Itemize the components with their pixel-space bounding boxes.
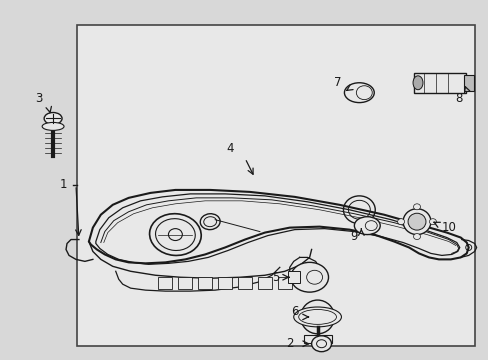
FancyBboxPatch shape — [303, 335, 331, 343]
Ellipse shape — [311, 336, 331, 352]
FancyBboxPatch shape — [463, 75, 473, 91]
Text: 10: 10 — [441, 221, 455, 234]
Text: 8: 8 — [454, 92, 462, 105]
Ellipse shape — [344, 83, 373, 103]
Text: 5: 5 — [272, 271, 279, 284]
Text: 3: 3 — [36, 92, 43, 105]
Ellipse shape — [413, 204, 420, 210]
Ellipse shape — [412, 76, 422, 90]
FancyBboxPatch shape — [413, 73, 465, 93]
Bar — [178, 277, 192, 289]
Bar — [77, 24, 474, 346]
Ellipse shape — [44, 113, 62, 125]
Text: 1: 1 — [59, 179, 67, 192]
Ellipse shape — [407, 213, 425, 230]
Bar — [257, 277, 271, 289]
Text: 7: 7 — [333, 76, 341, 89]
Bar — [238, 277, 251, 289]
Bar — [218, 277, 232, 289]
Bar — [198, 277, 212, 289]
Ellipse shape — [42, 122, 64, 130]
Ellipse shape — [402, 209, 430, 235]
Text: 4: 4 — [226, 142, 233, 155]
Ellipse shape — [413, 234, 420, 239]
Ellipse shape — [290, 262, 328, 292]
Text: 9: 9 — [350, 230, 357, 243]
Text: 2: 2 — [285, 337, 293, 350]
Ellipse shape — [293, 307, 341, 327]
Ellipse shape — [397, 219, 404, 225]
Ellipse shape — [300, 300, 334, 334]
FancyBboxPatch shape — [287, 271, 299, 283]
Ellipse shape — [428, 219, 435, 225]
Ellipse shape — [354, 217, 380, 235]
Text: 6: 6 — [290, 306, 298, 319]
Bar — [158, 277, 172, 289]
Bar — [277, 277, 291, 289]
